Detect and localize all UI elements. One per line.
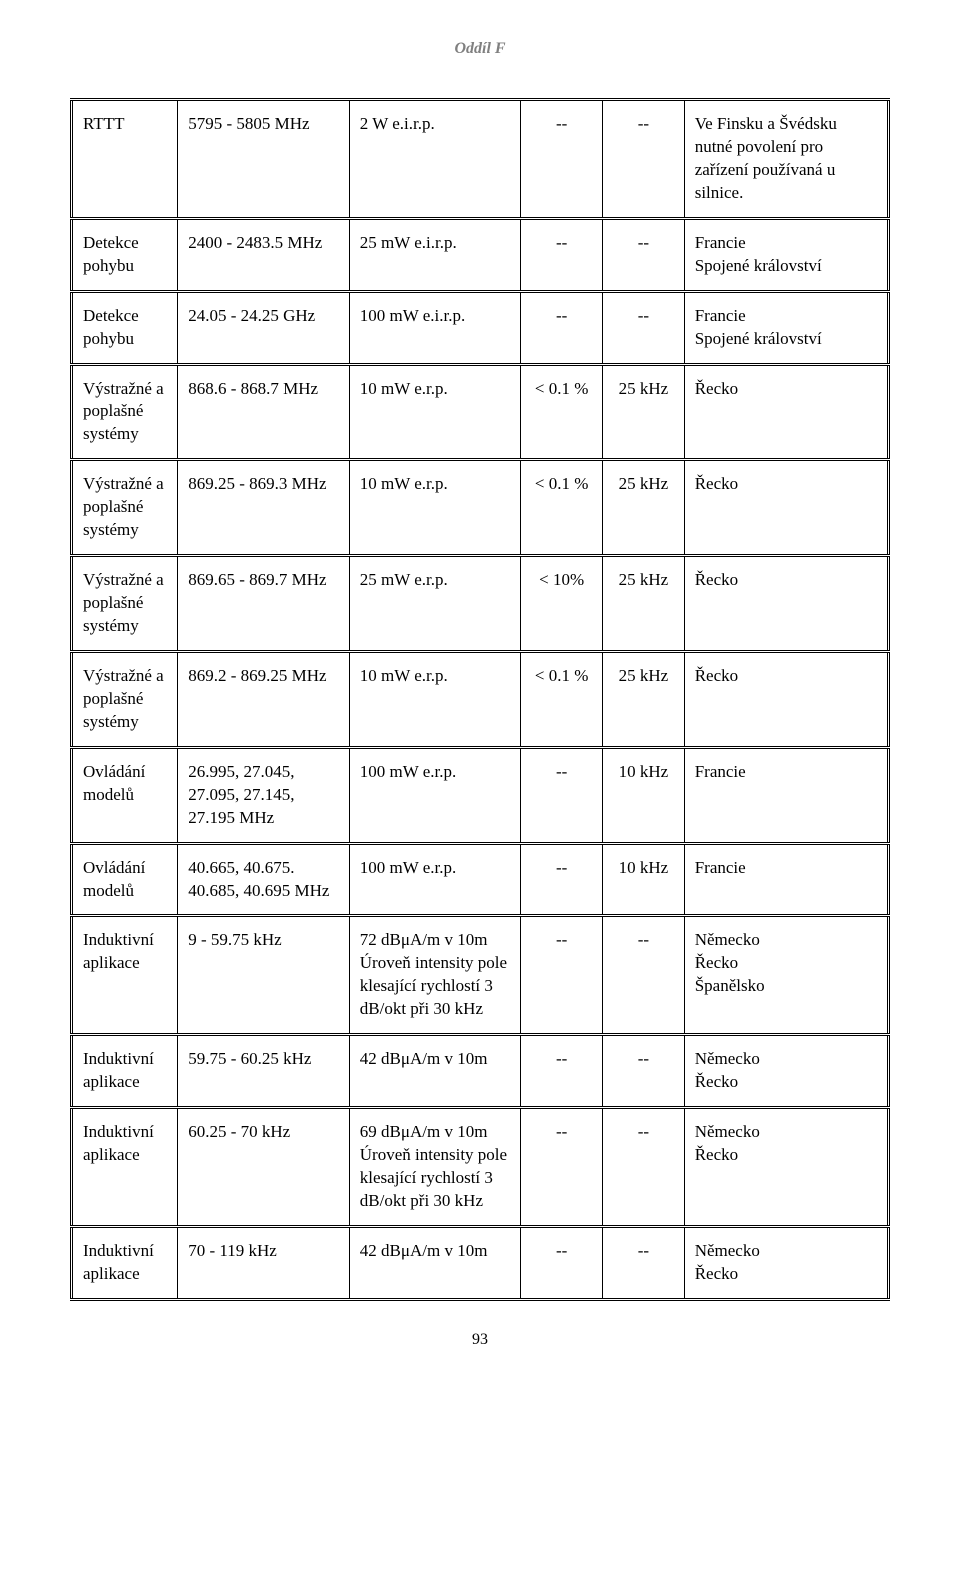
table-cell: --: [603, 291, 685, 364]
table-cell: < 0.1 %: [521, 364, 603, 460]
table-cell: Induktivní aplikace: [72, 1035, 178, 1108]
table-cell: 25 kHz: [603, 364, 685, 460]
table-cell: 100 mW e.r.p.: [349, 747, 521, 843]
table-cell: Induktivní aplikace: [72, 916, 178, 1035]
table-cell: Detekce pohybu: [72, 218, 178, 291]
table-cell: 25 kHz: [603, 556, 685, 652]
table-cell: 25 mW e.i.r.p.: [349, 218, 521, 291]
table-cell: --: [521, 843, 603, 916]
table-cell: 60.25 - 70 kHz: [178, 1108, 350, 1227]
table-cell: 869.2 - 869.25 MHz: [178, 651, 350, 747]
table-cell: 10 kHz: [603, 747, 685, 843]
table-row: Výstražné a poplašné systémy869.25 - 869…: [72, 460, 889, 556]
table-cell: 25 kHz: [603, 651, 685, 747]
table-cell: 100 mW e.r.p.: [349, 843, 521, 916]
page-footer: 93: [70, 1331, 890, 1349]
table-cell: 25 kHz: [603, 460, 685, 556]
table-row: RTTT5795 - 5805 MHz2 W e.i.r.p.----Ve Fi…: [72, 100, 889, 219]
table-cell: 2400 - 2483.5 MHz: [178, 218, 350, 291]
table-cell: --: [521, 100, 603, 219]
table-cell: --: [521, 1108, 603, 1227]
table-row: Výstražné a poplašné systémy869.65 - 869…: [72, 556, 889, 652]
table-cell: Induktivní aplikace: [72, 1226, 178, 1299]
table-cell: Výstražné a poplašné systémy: [72, 556, 178, 652]
table-cell: NěmeckoŘeckoŠpanělsko: [684, 916, 888, 1035]
section-header: Oddíl F: [70, 40, 890, 58]
table-cell: 869.65 - 869.7 MHz: [178, 556, 350, 652]
table-cell: --: [521, 218, 603, 291]
table-row: Induktivní aplikace59.75 - 60.25 kHz42 d…: [72, 1035, 889, 1108]
table-cell: 42 dBμA/m v 10m: [349, 1035, 521, 1108]
table-cell: 69 dBμA/m v 10m Úroveň intensity pole kl…: [349, 1108, 521, 1227]
table-cell: 868.6 - 868.7 MHz: [178, 364, 350, 460]
table-cell: Francie: [684, 747, 888, 843]
table-cell: 10 mW e.r.p.: [349, 364, 521, 460]
table-cell: --: [603, 916, 685, 1035]
table-row: Induktivní aplikace9 - 59.75 kHz72 dBμA/…: [72, 916, 889, 1035]
table-cell: Induktivní aplikace: [72, 1108, 178, 1227]
table-cell: Řecko: [684, 460, 888, 556]
table-cell: Ve Finsku a Švédsku nutné povolení pro z…: [684, 100, 888, 219]
table-row: Induktivní aplikace70 - 119 kHz42 dBμA/m…: [72, 1226, 889, 1299]
table-cell: Francie: [684, 843, 888, 916]
table-cell: --: [521, 1035, 603, 1108]
table-cell: 5795 - 5805 MHz: [178, 100, 350, 219]
table-cell: FrancieSpojené království: [684, 291, 888, 364]
table-cell: 25 mW e.r.p.: [349, 556, 521, 652]
table-cell: --: [521, 747, 603, 843]
table-cell: Řecko: [684, 364, 888, 460]
table-row: Ovládání modelů26.995, 27.045, 27.095, 2…: [72, 747, 889, 843]
table-cell: < 0.1 %: [521, 651, 603, 747]
table-row: Výstražné a poplašné systémy869.2 - 869.…: [72, 651, 889, 747]
table-cell: 26.995, 27.045, 27.095, 27.145, 27.195 M…: [178, 747, 350, 843]
table-cell: Ovládání modelů: [72, 747, 178, 843]
table-row: Ovládání modelů40.665, 40.675. 40.685, 4…: [72, 843, 889, 916]
table-cell: NěmeckoŘecko: [684, 1035, 888, 1108]
page-number: 93: [472, 1331, 488, 1348]
table-cell: Výstražné a poplašné systémy: [72, 460, 178, 556]
table-cell: --: [521, 1226, 603, 1299]
table-cell: 40.665, 40.675. 40.685, 40.695 MHz: [178, 843, 350, 916]
table-cell: 2 W e.i.r.p.: [349, 100, 521, 219]
frequency-table: RTTT5795 - 5805 MHz2 W e.i.r.p.----Ve Fi…: [70, 98, 890, 1301]
table-cell: --: [603, 1226, 685, 1299]
table-cell: 869.25 - 869.3 MHz: [178, 460, 350, 556]
table-cell: --: [603, 218, 685, 291]
table-cell: NěmeckoŘecko: [684, 1226, 888, 1299]
table-cell: < 10%: [521, 556, 603, 652]
table-cell: Detekce pohybu: [72, 291, 178, 364]
table-cell: --: [521, 916, 603, 1035]
table-row: Detekce pohybu2400 - 2483.5 MHz25 mW e.i…: [72, 218, 889, 291]
table-cell: RTTT: [72, 100, 178, 219]
table-row: Induktivní aplikace60.25 - 70 kHz69 dBμA…: [72, 1108, 889, 1227]
table-cell: 72 dBμA/m v 10m Úroveň intensity pole kl…: [349, 916, 521, 1035]
table-cell: --: [521, 291, 603, 364]
table-cell: 10 mW e.r.p.: [349, 651, 521, 747]
table-cell: 24.05 - 24.25 GHz: [178, 291, 350, 364]
table-row: Výstražné a poplašné systémy868.6 - 868.…: [72, 364, 889, 460]
table-cell: 9 - 59.75 kHz: [178, 916, 350, 1035]
table-cell: --: [603, 100, 685, 219]
table-cell: 70 - 119 kHz: [178, 1226, 350, 1299]
table-cell: 10 kHz: [603, 843, 685, 916]
table-cell: Řecko: [684, 651, 888, 747]
table-cell: Výstražné a poplašné systémy: [72, 651, 178, 747]
table-cell: Výstražné a poplašné systémy: [72, 364, 178, 460]
table-cell: 59.75 - 60.25 kHz: [178, 1035, 350, 1108]
table-cell: < 0.1 %: [521, 460, 603, 556]
table-cell: --: [603, 1035, 685, 1108]
table-cell: 42 dBμA/m v 10m: [349, 1226, 521, 1299]
table-row: Detekce pohybu24.05 - 24.25 GHz100 mW e.…: [72, 291, 889, 364]
table-cell: 10 mW e.r.p.: [349, 460, 521, 556]
section-header-text: Oddíl F: [454, 40, 505, 57]
table-cell: Řecko: [684, 556, 888, 652]
table-cell: 100 mW e.i.r.p.: [349, 291, 521, 364]
table-cell: Ovládání modelů: [72, 843, 178, 916]
table-cell: NěmeckoŘecko: [684, 1108, 888, 1227]
table-cell: --: [603, 1108, 685, 1227]
table-cell: FrancieSpojené království: [684, 218, 888, 291]
